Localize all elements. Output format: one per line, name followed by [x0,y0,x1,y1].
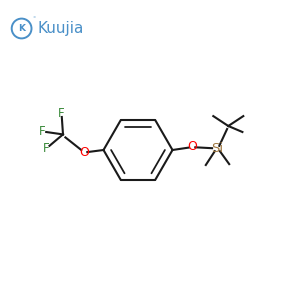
Text: Si: Si [211,142,223,155]
Text: K: K [18,24,25,33]
Text: F: F [39,125,46,138]
Text: Kuujia: Kuujia [38,21,84,36]
Text: O: O [79,146,89,159]
Text: F: F [43,142,50,155]
Text: F: F [58,107,65,121]
Text: °: ° [32,16,35,21]
Text: O: O [187,140,197,154]
